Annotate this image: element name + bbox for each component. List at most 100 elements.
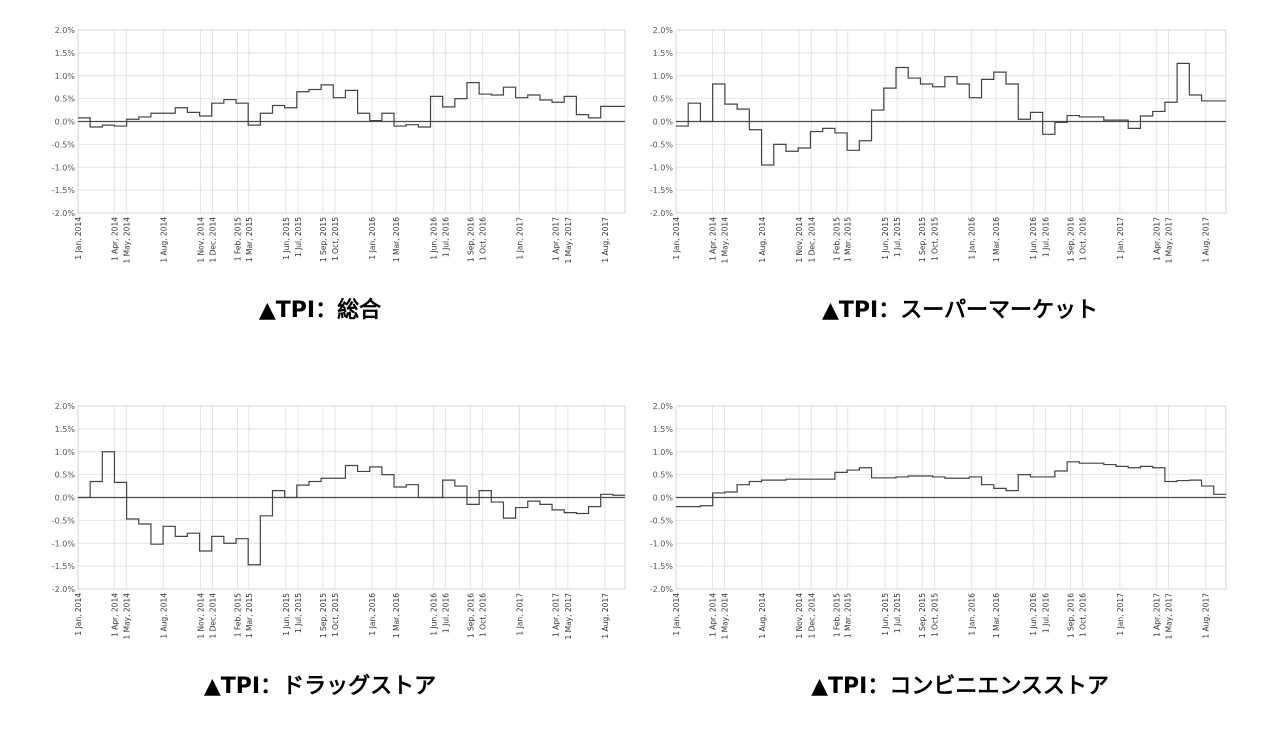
x-tick-label: 1 Jan, 2014 [74,217,83,260]
x-tick-label: 1 Jul, 2015 [893,217,902,257]
x-tick-label: 1 Jan, 2016 [968,593,977,636]
x-tick-label: 1 Mar, 2016 [992,217,1001,262]
chart-panel-overall: 2.0% 1.5% 1.0% 0.5% 0.0% -0.5% -1.0% -1.5% -2.0%… [0,0,640,360]
x-tick-label: 1 Oct, 2015 [331,217,340,261]
y-tick-label: -1.5% [650,562,674,571]
y-tick-label: 0.0% [55,118,76,127]
y-tick-label: 1.5% [55,425,76,434]
y-tick-label: 0.0% [55,494,76,503]
x-tick-label: 1 Mar, 2015 [245,593,254,638]
x-tick-label: 1 May, 2014 [721,217,730,264]
x-tick-label: 1 Apr, 2017 [552,593,561,637]
chart-convenience-store: 2.0% 1.5% 1.0% 0.5% 0.0% -0.5% -1.0% -1.5% -2.0%… [650,402,1227,640]
chart-supermarket: 2.0% 1.5% 1.0% 0.5% 0.0% -0.5% -1.0% -1.5% -2.0%… [650,26,1227,264]
x-tick-label: 1 Aug, 2014 [758,217,767,263]
y-tick-label: 1.5% [55,49,76,58]
y-tick-label: 2.0% [653,26,674,35]
x-tick-label: 1 Jan, 2016 [968,217,977,260]
y-tick-label: -1.0% [650,539,674,548]
x-tick-label: 1 Aug, 2017 [601,593,610,639]
y-tick-label: 1.5% [653,425,674,434]
x-tick-label: 1 Jun, 2016 [429,593,438,636]
x-tick-label: 1 Jun, 2015 [282,217,291,260]
x-tick-label: 1 Jun, 2015 [881,593,890,636]
x-tick-label: 1 Oct, 2015 [930,593,939,637]
x-tick-label: 1 Feb, 2015 [234,593,243,638]
x-tick-label: 1 Jul, 2015 [893,593,902,633]
x-tick-label: 1 Oct, 2016 [478,593,487,637]
x-tick-label: 1 Apr, 2014 [110,593,119,637]
y-tick-label: 0.0% [653,494,674,503]
x-tick-label: 1 Jan, 2017 [515,593,524,636]
y-tick-label: -2.0% [52,209,76,218]
x-tick-label: 1 Jan, 2017 [1116,217,1125,260]
x-tick-label: 1 Oct, 2016 [1079,593,1088,637]
x-tick-label: 1 Jan, 2014 [74,593,83,636]
y-tick-label: -1.5% [650,186,674,195]
x-tick-label: 1 Jan, 2014 [672,593,681,636]
x-tick-label: 1 Sep, 2015 [918,593,927,638]
x-tick-label: 1 Aug, 2014 [758,593,767,639]
chart-title-drugstore: ▲TPI：ドラッグストア [203,674,437,699]
chart-panel-drugstore: 2.0% 1.5% 1.0% 0.5% 0.0% -0.5% -1.0% -1.5% -2.0%… [0,376,640,736]
x-tick-label: 1 Aug, 2017 [1202,593,1211,639]
x-tick-label: 1 Apr, 2017 [1152,593,1161,637]
x-tick-label: 1 Apr, 2014 [110,217,119,261]
x-tick-label: 1 Jan, 2016 [368,217,377,260]
y-tick-label: -2.0% [52,585,76,594]
x-tick-label: 1 Feb, 2015 [234,217,243,262]
chart-panel-convenience-store: 2.0% 1.5% 1.0% 0.5% 0.0% -0.5% -1.0% -1.5% -2.0%… [640,376,1280,736]
chart-drugstore: 2.0% 1.5% 1.0% 0.5% 0.0% -0.5% -1.0% -1.5% -2.0%… [52,402,626,640]
x-tick-label: 1 Dec, 2014 [807,217,816,263]
x-tick-label: 1 May, 2017 [1164,217,1173,264]
x-tick-label: 1 Jan, 2017 [515,217,524,260]
x-tick-label: 1 May, 2014 [122,217,131,264]
y-tick-label: 1.5% [653,49,674,58]
chart-overall: 2.0% 1.5% 1.0% 0.5% 0.0% -0.5% -1.0% -1.5% -2.0%… [52,26,626,264]
y-tick-label: 0.5% [55,471,76,480]
x-tick-label: 1 Apr, 2017 [552,217,561,261]
series-step-line [78,451,625,566]
y-tick-label: -0.5% [52,140,76,149]
y-tick-label: -0.5% [650,516,674,525]
y-tick-label: 2.0% [55,402,76,411]
x-tick-label: 1 Jul, 2016 [441,217,450,257]
x-tick-label: 1 Feb, 2015 [832,593,841,638]
x-tick-label: 1 Aug, 2017 [601,217,610,263]
y-tick-label: -1.0% [52,539,76,548]
x-tick-label: 1 Jan, 2017 [1116,593,1125,636]
y-tick-label: 2.0% [653,402,674,411]
y-tick-label: -0.5% [650,140,674,149]
x-tick-label: 1 Jan, 2014 [672,217,681,260]
x-tick-label: 1 Oct, 2016 [1079,217,1088,261]
x-tick-label: 1 Jul, 2015 [294,217,303,257]
x-tick-label: 1 Jan, 2016 [368,593,377,636]
x-tick-label: 1 Mar, 2016 [392,593,401,638]
x-tick-label: 1 Apr, 2014 [708,593,717,637]
x-tick-label: 1 Oct, 2016 [478,217,487,261]
x-tick-label: 1 Jul, 2016 [1041,593,1050,633]
chart-panel-supermarket: 2.0% 1.5% 1.0% 0.5% 0.0% -0.5% -1.0% -1.5% -2.0%… [640,0,1280,360]
x-tick-label: 1 May, 2014 [721,593,730,640]
x-tick-label: 1 Oct, 2015 [930,217,939,261]
x-tick-label: 1 Feb, 2015 [832,217,841,262]
y-tick-label: -1.5% [52,186,76,195]
chart-title-convenience-store: ▲TPI：コンビニエンスストア [811,674,1109,699]
x-tick-label: 1 Aug, 2014 [159,593,168,639]
series-step-line [676,62,1226,166]
x-tick-label: 1 Apr, 2014 [708,217,717,261]
y-tick-label: -1.5% [52,562,76,571]
y-tick-label: 0.0% [653,118,674,127]
x-tick-label: 1 Oct, 2015 [331,593,340,637]
x-tick-label: 1 Jun, 2016 [1029,217,1038,260]
x-tick-label: 1 Sep, 2016 [1066,217,1075,262]
y-tick-label: -2.0% [650,585,674,594]
chart-title-overall: ▲TPI：総合 [258,298,382,323]
x-tick-label: 1 Dec, 2014 [807,593,816,639]
x-tick-label: 1 Sep, 2016 [466,217,475,262]
x-tick-label: 1 Mar, 2015 [844,593,853,638]
x-tick-label: 1 Jul, 2015 [294,593,303,633]
x-tick-label: 1 Mar, 2016 [992,593,1001,638]
y-tick-label: -1.0% [650,163,674,172]
x-tick-label: 1 May, 2017 [1164,593,1173,640]
